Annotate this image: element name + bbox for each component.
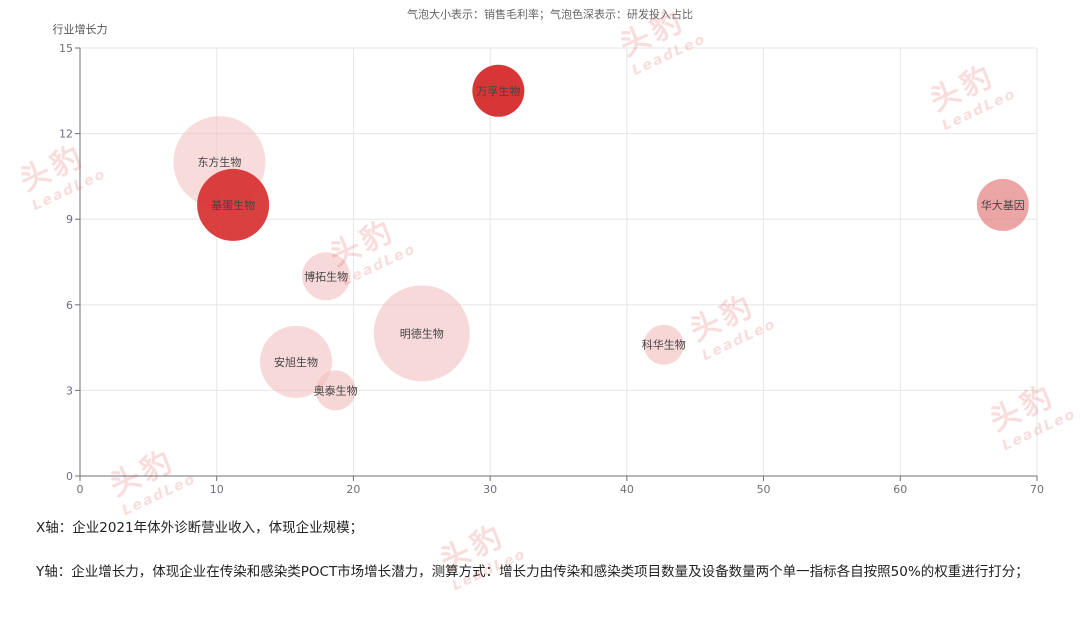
bubble-label: 明德生物 (400, 326, 444, 340)
x-axis-note: X轴：企业2021年体外诊断营业收入，体现企业规模； (36, 520, 364, 536)
bubble (260, 325, 333, 398)
y-tick-label: 6 (66, 299, 73, 312)
y-axis-note: Y轴：企业增长力，体现企业在传染和感染类POCT市场增长潜力，测算方式：增长力由… (36, 564, 1029, 580)
bubble-label: 东方生物 (197, 155, 241, 169)
bubble-label: 基蛋生物 (211, 198, 255, 212)
x-tick-label: 50 (757, 483, 771, 496)
y-axis-label: 行业增长力 (53, 22, 108, 36)
bubble (302, 252, 351, 301)
bubble (197, 168, 270, 241)
y-tick-label: 15 (59, 42, 73, 55)
y-tick-label: 9 (66, 213, 73, 226)
bubble (472, 64, 525, 117)
bubble-label: 华大基因 (981, 198, 1025, 212)
x-tick-label: 40 (620, 483, 634, 496)
bubble (373, 285, 470, 382)
x-tick-label: 10 (210, 483, 224, 496)
x-tick-label: 0 (77, 483, 84, 496)
y-tick-label: 0 (66, 470, 73, 483)
x-tick-label: 30 (483, 483, 497, 496)
bubble (315, 370, 356, 411)
bubble-label: 万孚生物 (476, 84, 520, 98)
x-tick-label: 20 (346, 483, 360, 496)
bubble-label: 安旭生物 (274, 355, 318, 369)
bubble-label: 博拓生物 (304, 269, 348, 283)
legend-note: 气泡大小表示：销售毛利率；气泡色深表示：研发投入占比 (407, 8, 693, 21)
y-tick-label: 3 (66, 384, 73, 397)
bubble (643, 324, 684, 365)
x-tick-label: 60 (893, 483, 907, 496)
bubble-label: 奥泰生物 (314, 383, 358, 397)
y-tick-label: 12 (59, 128, 73, 141)
bubble-label: 科华生物 (642, 338, 686, 352)
x-tick-label: 70 (1030, 483, 1044, 496)
bubble (976, 178, 1029, 231)
